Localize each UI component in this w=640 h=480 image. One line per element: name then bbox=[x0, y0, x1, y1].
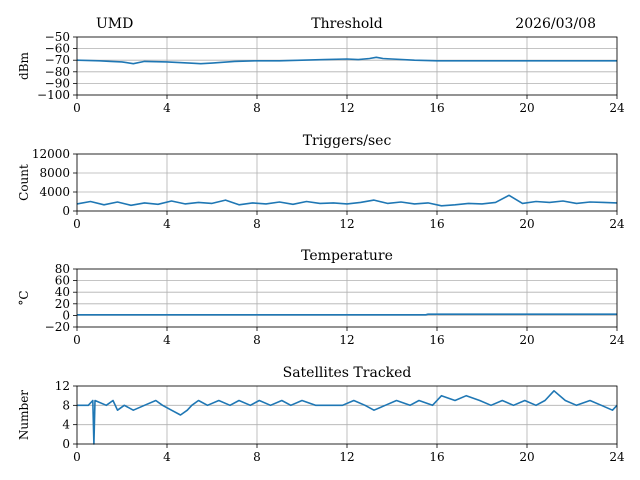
y-tick-label: 80 bbox=[55, 262, 70, 276]
x-tick-label: 0 bbox=[73, 217, 81, 231]
series-line-2-1 bbox=[76, 194, 618, 207]
x-tick-label: 12 bbox=[339, 217, 354, 231]
panel-title: Temperature bbox=[301, 248, 393, 264]
x-tick-label: 8 bbox=[253, 450, 261, 464]
x-tick-label: 16 bbox=[429, 101, 444, 115]
x-tick-label: 12 bbox=[339, 333, 354, 347]
y-tick-label: −80 bbox=[45, 65, 70, 79]
x-tick-label: 4 bbox=[163, 450, 171, 464]
date-label: 2026/03/08 bbox=[515, 16, 596, 32]
y-tick-label: 8 bbox=[62, 398, 70, 412]
y-axis-label: Count bbox=[17, 164, 31, 201]
y-tick-label: 4000 bbox=[39, 185, 70, 199]
panel-2: 0 4 8 12 16 20 24 0 4000 8000 12000 Triggers/sec Cou… bbox=[17, 133, 625, 231]
y-tick-label: −90 bbox=[45, 76, 70, 90]
y-tick-label: 0 bbox=[62, 437, 70, 451]
x-tick-label: 16 bbox=[429, 217, 444, 231]
y-tick-label: −60 bbox=[45, 42, 70, 56]
x-tick-label: 0 bbox=[73, 333, 81, 347]
y-tick-label: 12000 bbox=[32, 147, 70, 161]
y-tick-label: 20 bbox=[55, 297, 70, 311]
x-tick-label: 24 bbox=[609, 450, 625, 464]
panel-title: Threshold bbox=[311, 16, 382, 32]
y-tick-label: 60 bbox=[55, 274, 70, 288]
y-tick-label: 40 bbox=[55, 285, 70, 299]
panel-title: Satellites Tracked bbox=[283, 365, 412, 381]
x-tick-label: 20 bbox=[519, 450, 534, 464]
x-tick-label: 16 bbox=[429, 450, 444, 464]
x-tick-label: 12 bbox=[339, 101, 354, 115]
y-axis-label: Number bbox=[17, 390, 31, 440]
chart-panels: 0 4 8 12 16 20 24 −100−90−80−70−60−50 Threshold d… bbox=[17, 16, 625, 464]
series-line-1-1 bbox=[76, 56, 617, 65]
y-tick-label: 0 bbox=[62, 308, 70, 322]
site-label: UMD bbox=[96, 16, 133, 32]
x-tick-label: 24 bbox=[609, 101, 625, 115]
x-tick-label: 4 bbox=[163, 333, 171, 347]
x-tick-label: 20 bbox=[519, 217, 534, 231]
x-tick-label: 4 bbox=[163, 101, 171, 115]
x-tick-label: 0 bbox=[73, 101, 81, 115]
y-tick-label: −100 bbox=[37, 88, 70, 102]
y-axis-label: °C bbox=[17, 290, 31, 305]
x-tick-label: 4 bbox=[163, 217, 171, 231]
y-tick-label: 4 bbox=[62, 418, 70, 432]
x-tick-label: 24 bbox=[609, 333, 625, 347]
x-tick-label: 12 bbox=[339, 450, 354, 464]
y-tick-label: 8000 bbox=[39, 166, 70, 180]
y-tick-label: −20 bbox=[45, 320, 70, 334]
panel-1: 0 4 8 12 16 20 24 −100−90−80−70−60−50 Threshold d… bbox=[17, 16, 625, 115]
x-tick-label: 8 bbox=[253, 333, 261, 347]
y-axis-label: dBm bbox=[17, 51, 31, 80]
x-tick-label: 20 bbox=[519, 101, 534, 115]
series-line-4-1 bbox=[77, 389, 618, 445]
series-line-3-1 bbox=[77, 313, 617, 316]
x-tick-label: 0 bbox=[73, 450, 81, 464]
y-tick-label: 12 bbox=[55, 379, 70, 393]
x-tick-label: 16 bbox=[429, 333, 444, 347]
x-tick-label: 24 bbox=[609, 217, 625, 231]
x-tick-label: 20 bbox=[519, 333, 534, 347]
x-tick-label: 8 bbox=[253, 217, 261, 231]
panel-4: 0 4 8 12 16 20 24 0 4 8 12 Satellites Tracked Number bbox=[17, 365, 625, 464]
y-tick-label: 0 bbox=[62, 204, 70, 218]
panel-title: Triggers/sec bbox=[303, 133, 392, 149]
y-tick-label: −50 bbox=[45, 30, 70, 44]
y-tick-label: −70 bbox=[45, 53, 70, 67]
x-tick-label: 8 bbox=[253, 101, 261, 115]
